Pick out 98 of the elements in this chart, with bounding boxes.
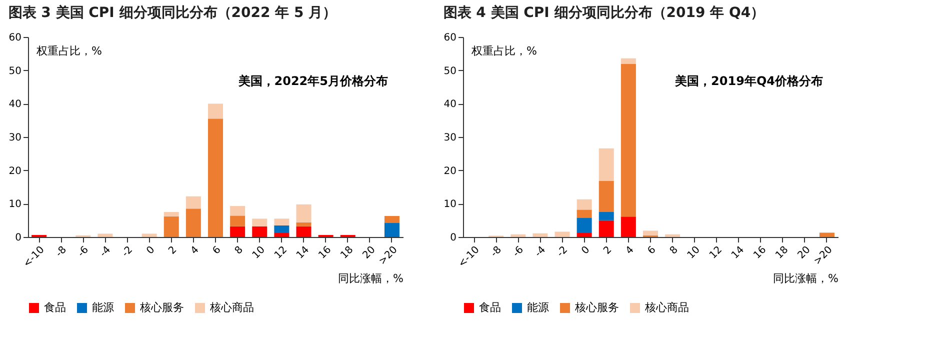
x-tick-label: 4 (188, 244, 202, 257)
x-tick-label: 18 (338, 244, 356, 262)
y-tick-label: 0 (450, 232, 456, 244)
bar (252, 218, 268, 226)
bar (665, 234, 680, 237)
x-tick-label: -2 (555, 244, 570, 260)
x-tick-label: 0 (144, 244, 158, 257)
bar (142, 234, 157, 237)
bar (208, 118, 223, 237)
x-tick-label: -6 (511, 244, 526, 260)
y-tick-label: 20 (8, 166, 22, 177)
bar (819, 232, 834, 237)
bar (274, 218, 290, 226)
bar (532, 233, 548, 237)
chart-title: 图表 4 美国 CPI 细分项同比分布（2019 年 Q4） (443, 4, 765, 21)
bar (643, 230, 658, 236)
x-tick-label: -8 (54, 244, 69, 260)
bar (296, 222, 312, 226)
bar (384, 216, 400, 223)
x-tick-label: 20 (360, 244, 378, 262)
y-tick-label: 60 (8, 32, 22, 44)
bar (230, 206, 246, 216)
bar (576, 199, 592, 210)
y-tick-label: 0 (15, 232, 22, 244)
bar (186, 208, 201, 237)
x-tick-label: 14 (730, 244, 747, 262)
x-tick-label: -6 (76, 244, 91, 260)
bar (554, 232, 570, 237)
x-tick-label: 8 (668, 244, 680, 257)
x-tick-label: 4 (624, 244, 636, 257)
bar (598, 220, 614, 237)
x-tick-label: -4 (98, 244, 113, 260)
x-tick-label: 12 (708, 244, 724, 262)
x-tick-label: 18 (774, 244, 791, 262)
x-tick-label: -8 (489, 244, 504, 260)
legend-label: 核心服务 (574, 301, 619, 314)
bar (384, 223, 400, 237)
x-tick-label: 12 (272, 244, 290, 262)
y-axis-title: 权重占比，% (36, 44, 102, 58)
bar (598, 148, 614, 181)
bar (620, 64, 636, 217)
bar (186, 196, 201, 209)
bar (620, 58, 636, 64)
bar (296, 204, 312, 222)
x-tick-label: 10 (686, 244, 702, 262)
x-tick-label: 10 (250, 244, 268, 262)
x-tick-label: 0 (580, 244, 592, 257)
x-tick-label: 6 (210, 244, 224, 257)
x-tick-label: 6 (646, 244, 658, 257)
x-tick-label: 2 (166, 244, 180, 257)
legend-label: 能源 (527, 301, 549, 314)
x-axis-title: 同比涨幅，% (338, 272, 404, 286)
legend-label: 食品 (479, 301, 501, 314)
x-tick-label: 16 (752, 244, 769, 262)
bar (598, 212, 614, 220)
x-tick-label: 16 (316, 244, 334, 262)
annotation: 美国，2019年Q4价格分布 (674, 74, 823, 88)
y-tick-label: 20 (444, 166, 456, 177)
bar (296, 226, 312, 237)
legend-label: 核心商品 (209, 301, 254, 314)
y-tick-label: 60 (444, 32, 456, 44)
bar (576, 210, 592, 218)
bar (230, 216, 246, 226)
bar (252, 226, 268, 237)
bar (510, 234, 526, 237)
y-tick-label: 40 (8, 99, 22, 110)
bar (230, 226, 246, 237)
legend-label: 核心服务 (139, 301, 184, 314)
bar (620, 216, 636, 237)
x-tick-label: -4 (533, 244, 548, 260)
y-tick-label: 30 (8, 132, 22, 144)
y-tick-label: 50 (8, 66, 22, 77)
bar (598, 181, 614, 212)
bar (208, 104, 223, 119)
annotation: 美国，2022年5月价格分布 (237, 74, 388, 88)
x-tick-label: 8 (233, 244, 246, 257)
bar (274, 233, 290, 237)
legend-label: 能源 (92, 301, 114, 314)
y-axis-title: 权重占比，% (470, 44, 537, 58)
legend-label: 核心商品 (644, 301, 689, 314)
bar (274, 225, 290, 233)
x-tick-label: 20 (796, 244, 813, 262)
y-tick-label: 10 (8, 199, 22, 210)
bar (164, 212, 179, 216)
x-tick-label: 14 (294, 244, 312, 262)
y-tick-label: 50 (444, 66, 456, 77)
x-tick-label: 2 (602, 244, 614, 257)
bar (98, 234, 113, 237)
y-tick-label: 30 (444, 132, 456, 144)
bar (576, 218, 592, 233)
y-tick-label: 40 (444, 99, 456, 110)
legend-label: 食品 (44, 301, 66, 314)
y-tick-label: 10 (444, 199, 456, 210)
x-tick-label: -2 (120, 244, 136, 260)
bar (576, 233, 592, 237)
bar (164, 216, 179, 237)
chart-title: 图表 3 美国 CPI 细分项同比分布（2022 年 5 月） (8, 4, 337, 21)
x-axis-title: 同比涨幅，% (773, 272, 838, 286)
